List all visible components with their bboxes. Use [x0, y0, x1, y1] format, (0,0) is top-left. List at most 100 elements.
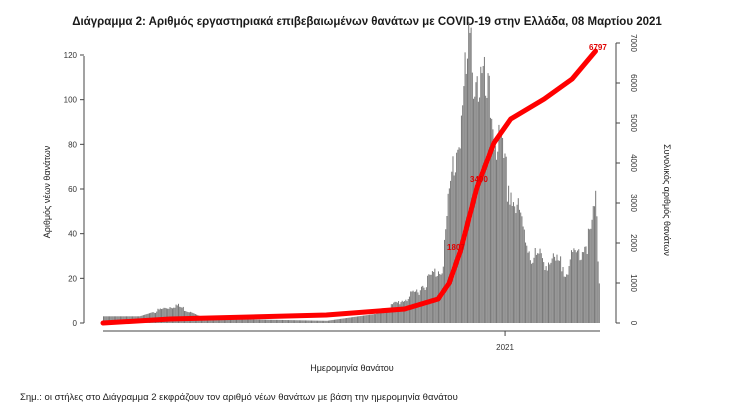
daily-deaths-bar: [550, 262, 552, 323]
daily-deaths-bar: [213, 318, 215, 323]
daily-deaths-bar: [105, 316, 107, 323]
daily-deaths-bar: [365, 315, 367, 323]
daily-deaths-bar: [549, 264, 551, 323]
daily-deaths-bar: [342, 318, 344, 323]
daily-deaths-bar: [480, 66, 482, 324]
daily-deaths-bar: [486, 97, 488, 323]
daily-deaths-bar: [171, 308, 173, 323]
daily-deaths-bar: [554, 256, 556, 323]
daily-deaths-bar: [561, 271, 563, 323]
daily-deaths-bar: [106, 316, 108, 323]
daily-deaths-bar: [296, 320, 298, 323]
daily-deaths-bar: [258, 319, 261, 323]
daily-deaths-bar: [163, 307, 165, 323]
daily-deaths-bar: [563, 276, 565, 323]
daily-deaths-bar: [249, 319, 251, 323]
daily-deaths-bar: [445, 229, 447, 323]
daily-deaths-bar: [401, 300, 403, 323]
daily-deaths-bar: [520, 212, 522, 323]
daily-deaths-bar: [325, 320, 327, 323]
daily-deaths-bar: [157, 308, 159, 323]
daily-deaths-bar: [210, 318, 212, 323]
daily-deaths-bar: [499, 132, 501, 323]
daily-deaths-bar: [347, 317, 349, 323]
daily-deaths-bar: [569, 259, 571, 323]
daily-deaths-bar: [479, 97, 481, 324]
daily-deaths-bar: [570, 250, 573, 323]
daily-deaths-bar: [464, 52, 466, 323]
daily-deaths-bar: [376, 313, 378, 323]
daily-deaths-bar: [450, 180, 452, 323]
daily-deaths-bar: [207, 318, 209, 323]
daily-deaths-bar: [326, 320, 328, 323]
daily-deaths-bar: [170, 307, 172, 323]
daily-deaths-bar: [452, 156, 454, 323]
daily-deaths-bar: [291, 320, 293, 323]
daily-deaths-bar: [112, 316, 114, 323]
daily-deaths-bar: [460, 115, 462, 323]
daily-deaths-bar: [546, 270, 548, 323]
daily-deaths-bar: [369, 314, 371, 323]
daily-deaths-bar: [527, 252, 529, 323]
daily-deaths-bar: [226, 318, 228, 323]
daily-deaths-bar: [516, 204, 518, 323]
daily-deaths-bar: [402, 301, 404, 323]
daily-deaths-bar: [378, 312, 380, 323]
daily-deaths-bar: [556, 254, 558, 323]
daily-deaths-bar: [456, 152, 458, 323]
daily-deaths-bar: [242, 319, 244, 323]
daily-deaths-bar: [573, 248, 575, 323]
daily-deaths-bar: [535, 254, 537, 323]
daily-deaths-bar: [487, 73, 489, 323]
daily-deaths-bar: [515, 213, 517, 323]
daily-deaths-bar: [390, 304, 392, 323]
daily-deaths-bar: [551, 258, 553, 323]
daily-deaths-bar: [441, 273, 443, 323]
daily-deaths-bar: [504, 153, 506, 323]
daily-deaths-bar: [586, 253, 588, 323]
y2-tick-label: 7000: [629, 34, 638, 52]
daily-deaths-bar: [555, 260, 557, 323]
daily-deaths-bar: [470, 27, 472, 323]
daily-deaths-bar: [180, 307, 182, 323]
daily-deaths-bar: [231, 319, 233, 323]
daily-deaths-bar: [262, 319, 264, 323]
daily-deaths-bar: [332, 319, 334, 323]
footnote: Σημ.: οι στήλες στο Διάγραμμα 2 εκφράζου…: [20, 392, 458, 403]
daily-deaths-bar: [377, 312, 379, 323]
daily-deaths-bar: [400, 302, 402, 323]
daily-deaths-bar: [485, 95, 487, 323]
daily-deaths-bar: [433, 271, 435, 323]
daily-deaths-bar: [598, 283, 600, 323]
daily-deaths-bar: [329, 320, 331, 323]
daily-deaths-bar: [110, 316, 112, 323]
daily-deaths-bar: [399, 304, 401, 323]
daily-deaths-bar: [205, 318, 207, 323]
daily-deaths-bar: [361, 315, 363, 323]
daily-deaths-bar: [317, 320, 319, 323]
daily-deaths-bar: [560, 256, 562, 323]
daily-deaths-bar: [580, 259, 582, 323]
daily-deaths-bar: [277, 319, 279, 323]
daily-deaths-bar: [268, 319, 270, 323]
daily-deaths-bar: [566, 274, 568, 323]
daily-deaths-bar: [308, 320, 310, 323]
daily-deaths-bar: [341, 318, 343, 323]
axes-group: 0 20 40 60 80 100 120 0 1000 2000 3000 4000 5000 6000…: [64, 34, 638, 352]
daily-deaths-bar: [271, 319, 273, 323]
daily-deaths-bar: [459, 148, 461, 323]
daily-deaths-bar: [395, 301, 397, 323]
daily-deaths-bar: [508, 185, 510, 323]
daily-deaths-bar: [373, 314, 375, 323]
daily-deaths-bar: [503, 157, 505, 323]
daily-deaths-bar: [263, 319, 265, 323]
daily-deaths-bar: [382, 311, 384, 323]
daily-deaths-bar: [591, 219, 593, 323]
daily-deaths-bar: [539, 248, 541, 323]
daily-deaths-bar: [366, 315, 368, 323]
daily-deaths-bar: [181, 307, 183, 323]
daily-deaths-bar: [502, 137, 504, 323]
daily-deaths-bar: [568, 266, 570, 323]
daily-deaths-bar: [116, 316, 118, 323]
daily-deaths-bar: [482, 65, 484, 323]
